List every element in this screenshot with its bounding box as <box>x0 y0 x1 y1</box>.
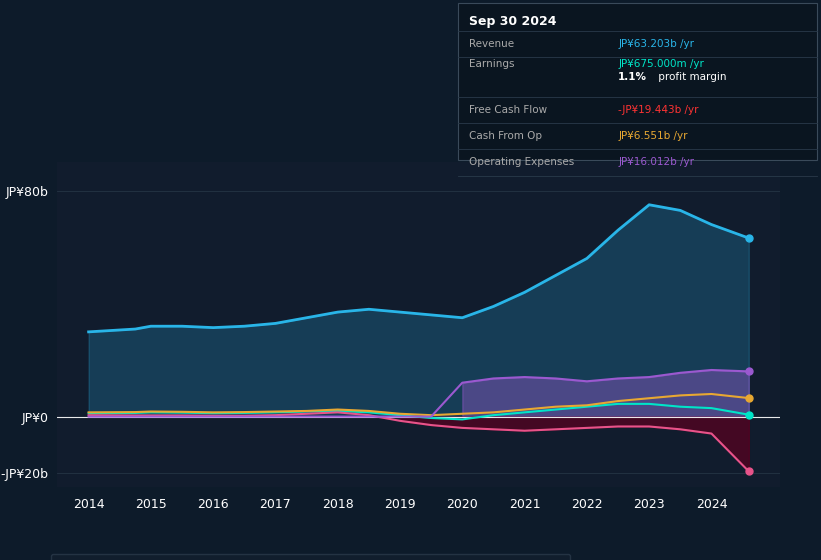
Text: Sep 30 2024: Sep 30 2024 <box>469 15 557 28</box>
Text: profit margin: profit margin <box>655 72 727 82</box>
Text: JP¥16.012b /yr: JP¥16.012b /yr <box>618 157 695 167</box>
Text: JP¥675.000m /yr: JP¥675.000m /yr <box>618 59 704 69</box>
Text: Earnings: Earnings <box>469 59 514 69</box>
Text: -JP¥19.443b /yr: -JP¥19.443b /yr <box>618 105 699 115</box>
Text: JP¥63.203b /yr: JP¥63.203b /yr <box>618 39 695 49</box>
Text: Free Cash Flow: Free Cash Flow <box>469 105 547 115</box>
Text: JP¥6.551b /yr: JP¥6.551b /yr <box>618 131 688 141</box>
Text: Revenue: Revenue <box>469 39 514 49</box>
Text: 1.1%: 1.1% <box>618 72 647 82</box>
Text: Operating Expenses: Operating Expenses <box>469 157 574 167</box>
Text: Cash From Op: Cash From Op <box>469 131 542 141</box>
Legend: Revenue, Earnings, Free Cash Flow, Cash From Op, Operating Expenses: Revenue, Earnings, Free Cash Flow, Cash … <box>51 554 570 560</box>
